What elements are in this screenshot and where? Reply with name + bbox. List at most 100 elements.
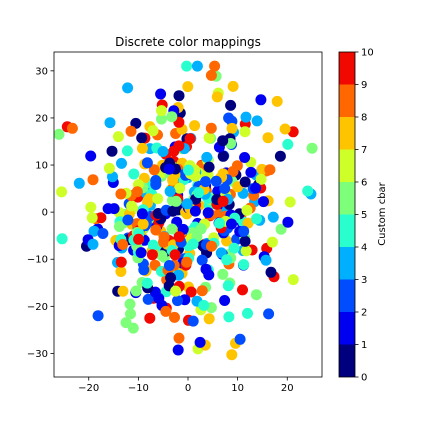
scatter-point — [274, 150, 286, 162]
scatter-point — [250, 289, 262, 301]
scatter-point — [106, 145, 118, 157]
colorbar-swatch — [339, 312, 355, 345]
scatter-point — [227, 80, 239, 92]
scatter-points — [54, 60, 318, 361]
scatter-point — [282, 216, 294, 228]
scatter-point — [122, 214, 134, 226]
scatter-point — [156, 250, 168, 262]
scatter-point — [163, 163, 175, 175]
scatter-point — [182, 164, 194, 176]
scatter-point — [256, 163, 268, 175]
scatter-point — [117, 239, 129, 250]
scatter-point — [115, 256, 127, 268]
scatter-point — [203, 313, 215, 325]
scatter-point — [95, 212, 107, 224]
scatter-point — [130, 117, 142, 129]
scatter-point — [265, 266, 277, 278]
scatter-point — [56, 186, 68, 198]
scatter-point — [97, 228, 109, 239]
scatter-point — [168, 145, 180, 157]
colorbar-tick-label: 6 — [361, 178, 367, 189]
scatter-point — [282, 138, 294, 150]
scatter-point — [181, 60, 193, 72]
colorbar-label: Custom cbar — [377, 181, 388, 245]
scatter-point — [173, 90, 185, 102]
scatter-point — [125, 308, 136, 320]
colorbar-swatch — [339, 182, 355, 215]
scatter-point — [193, 187, 205, 199]
scatter-point — [205, 69, 217, 81]
scatter-point — [196, 254, 208, 266]
scatter-point — [228, 242, 240, 254]
scatter-point — [85, 150, 97, 162]
scatter-point — [169, 311, 180, 323]
scatter-point — [201, 151, 213, 163]
scatter-point — [54, 128, 65, 140]
scatter-point — [87, 174, 99, 186]
scatter-point — [136, 142, 148, 154]
scatter-point — [172, 295, 183, 307]
scatter-point — [169, 249, 181, 261]
scatter-point — [174, 182, 186, 194]
scatter-point — [189, 205, 201, 217]
scatter-point — [141, 277, 153, 289]
scatter-point — [135, 247, 147, 259]
scatter-point — [147, 125, 159, 137]
scatter-point — [251, 115, 263, 127]
y-tick-label: −20 — [27, 302, 48, 313]
scatter-point — [240, 245, 252, 257]
colorbar-tick-label: 8 — [361, 113, 367, 124]
scatter-point — [146, 249, 158, 261]
scatter-point — [157, 146, 169, 157]
colorbar-swatch — [339, 214, 355, 247]
scatter-point — [137, 218, 149, 230]
scatter-point — [116, 157, 127, 169]
scatter-point — [255, 94, 267, 106]
colorbar-tick-label: 4 — [361, 243, 367, 254]
y-tick-label: 20 — [35, 113, 48, 124]
scatter-point — [120, 317, 132, 329]
scatter-point — [172, 344, 184, 356]
scatter-point — [198, 299, 210, 311]
scatter-point — [107, 171, 118, 183]
scatter-point — [150, 179, 162, 190]
scatter-point — [156, 113, 167, 125]
scatter-point — [210, 175, 222, 187]
scatter-point — [200, 176, 211, 188]
scatter-point — [112, 131, 124, 143]
colorbar-ticks: 0 1 2 3 4 5 6 7 8 9 10 — [355, 48, 374, 384]
scatter-point — [200, 263, 212, 275]
scatter-point — [238, 259, 250, 271]
scatter-point — [239, 126, 251, 138]
scatter-point — [182, 81, 194, 93]
scatter-point — [225, 99, 237, 111]
scatter-point — [239, 152, 251, 163]
colorbar: 0 1 2 3 4 5 6 7 8 9 10 Custom cbar — [338, 48, 388, 384]
x-tick-label: −10 — [128, 383, 149, 394]
scatter-point — [187, 315, 199, 327]
colorbar-swatch — [339, 84, 355, 117]
scatter-point — [142, 293, 154, 305]
x-tick-label: 0 — [185, 383, 191, 394]
scatter-point — [223, 311, 235, 323]
y-tick-label: −10 — [27, 255, 48, 266]
colorbar-swatch — [339, 117, 355, 150]
scatter-point — [227, 166, 239, 177]
scatter-point — [181, 256, 193, 268]
y-tick-label: −30 — [27, 349, 48, 360]
scatter-point — [150, 224, 162, 236]
scatter-point — [117, 285, 129, 297]
scatter-point — [306, 142, 318, 154]
scatter-point — [115, 266, 127, 277]
scatter-point — [267, 211, 279, 223]
scatter-point — [219, 295, 231, 306]
scatter-point — [239, 235, 251, 247]
scatter-point — [158, 231, 170, 243]
colorbar-swatch — [339, 279, 355, 312]
scatter-point — [302, 185, 314, 197]
scatter-point — [113, 221, 125, 232]
scatter-point — [56, 233, 68, 245]
scatter-point — [121, 145, 133, 157]
scatter-point — [219, 183, 231, 194]
scatter-point — [189, 120, 201, 132]
